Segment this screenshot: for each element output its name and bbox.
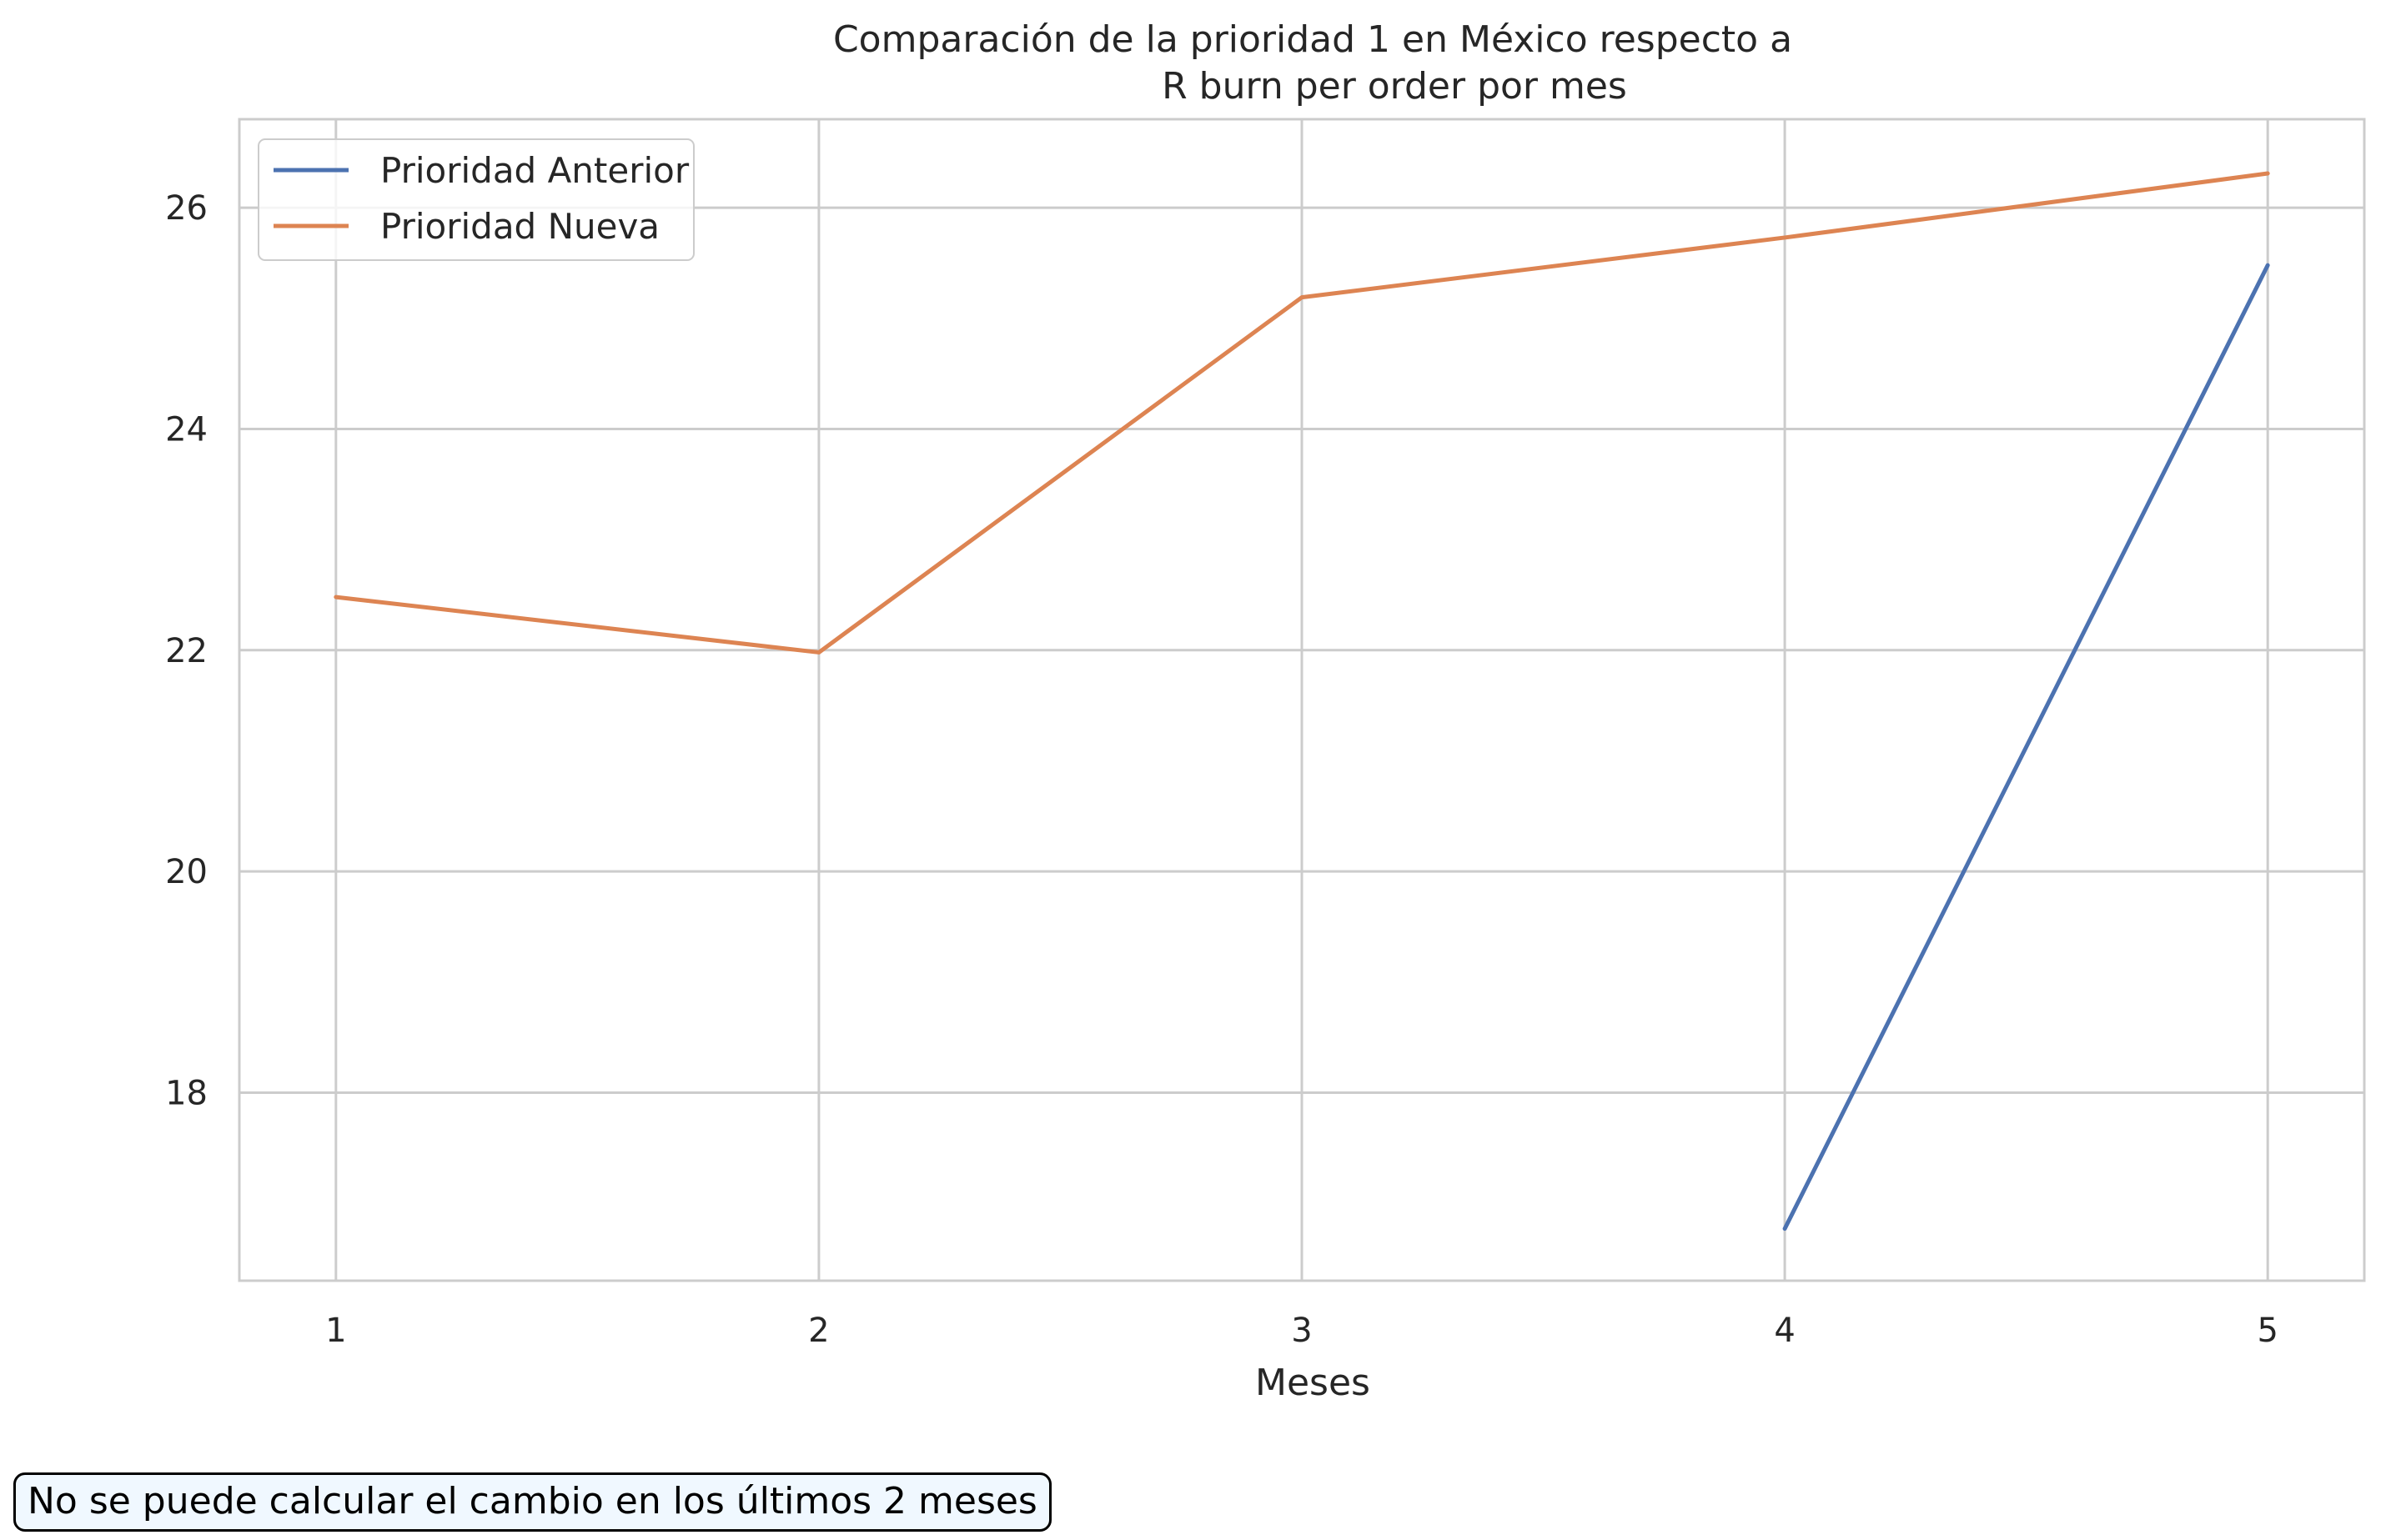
y-tick-label: 24 bbox=[165, 410, 208, 449]
note-box: No se puede calcular el cambio en los úl… bbox=[13, 1472, 1052, 1532]
x-tick-label: 3 bbox=[1291, 1312, 1312, 1350]
y-tick-label: 26 bbox=[165, 189, 208, 228]
x-tick-label: 2 bbox=[808, 1312, 829, 1350]
legend-label-prioridad-nueva: Prioridad Nueva bbox=[380, 206, 660, 247]
series-lines bbox=[334, 171, 2270, 1231]
x-axis-label: Meses bbox=[1255, 1362, 1370, 1404]
chart-title-line-1: Comparación de la prioridad 1 en México … bbox=[833, 18, 1792, 61]
series-line-prioridad-nueva bbox=[334, 171, 2270, 655]
x-tick-label: 4 bbox=[1774, 1312, 1795, 1350]
legend-box bbox=[258, 138, 695, 261]
grid-lines bbox=[239, 119, 2364, 1281]
legend: Prioridad Anterior Prioridad Nueva bbox=[258, 138, 695, 261]
tick-labels: 1 2 3 4 5 18 20 22 24 26 bbox=[165, 189, 2278, 1350]
legend-label-prioridad-anterior: Prioridad Anterior bbox=[380, 150, 690, 191]
y-tick-label: 18 bbox=[165, 1074, 208, 1112]
chart-title-line-2: R burn per order por mes bbox=[1162, 65, 1627, 108]
y-tick-label: 20 bbox=[165, 853, 208, 891]
x-tick-label: 5 bbox=[2257, 1312, 2278, 1350]
y-tick-label: 22 bbox=[165, 632, 208, 670]
plot-frame bbox=[238, 118, 2366, 1282]
x-tick-label: 1 bbox=[325, 1312, 346, 1350]
series-line-prioridad-anterior bbox=[1782, 263, 2270, 1231]
